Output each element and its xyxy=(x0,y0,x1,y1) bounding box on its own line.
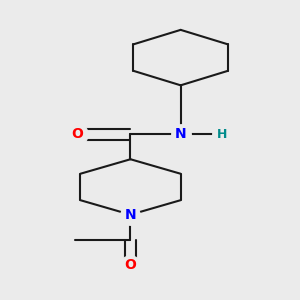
Text: N: N xyxy=(125,208,136,222)
Text: O: O xyxy=(72,127,83,141)
Text: O: O xyxy=(124,258,136,272)
Text: N: N xyxy=(175,127,187,141)
Text: H: H xyxy=(217,128,228,141)
